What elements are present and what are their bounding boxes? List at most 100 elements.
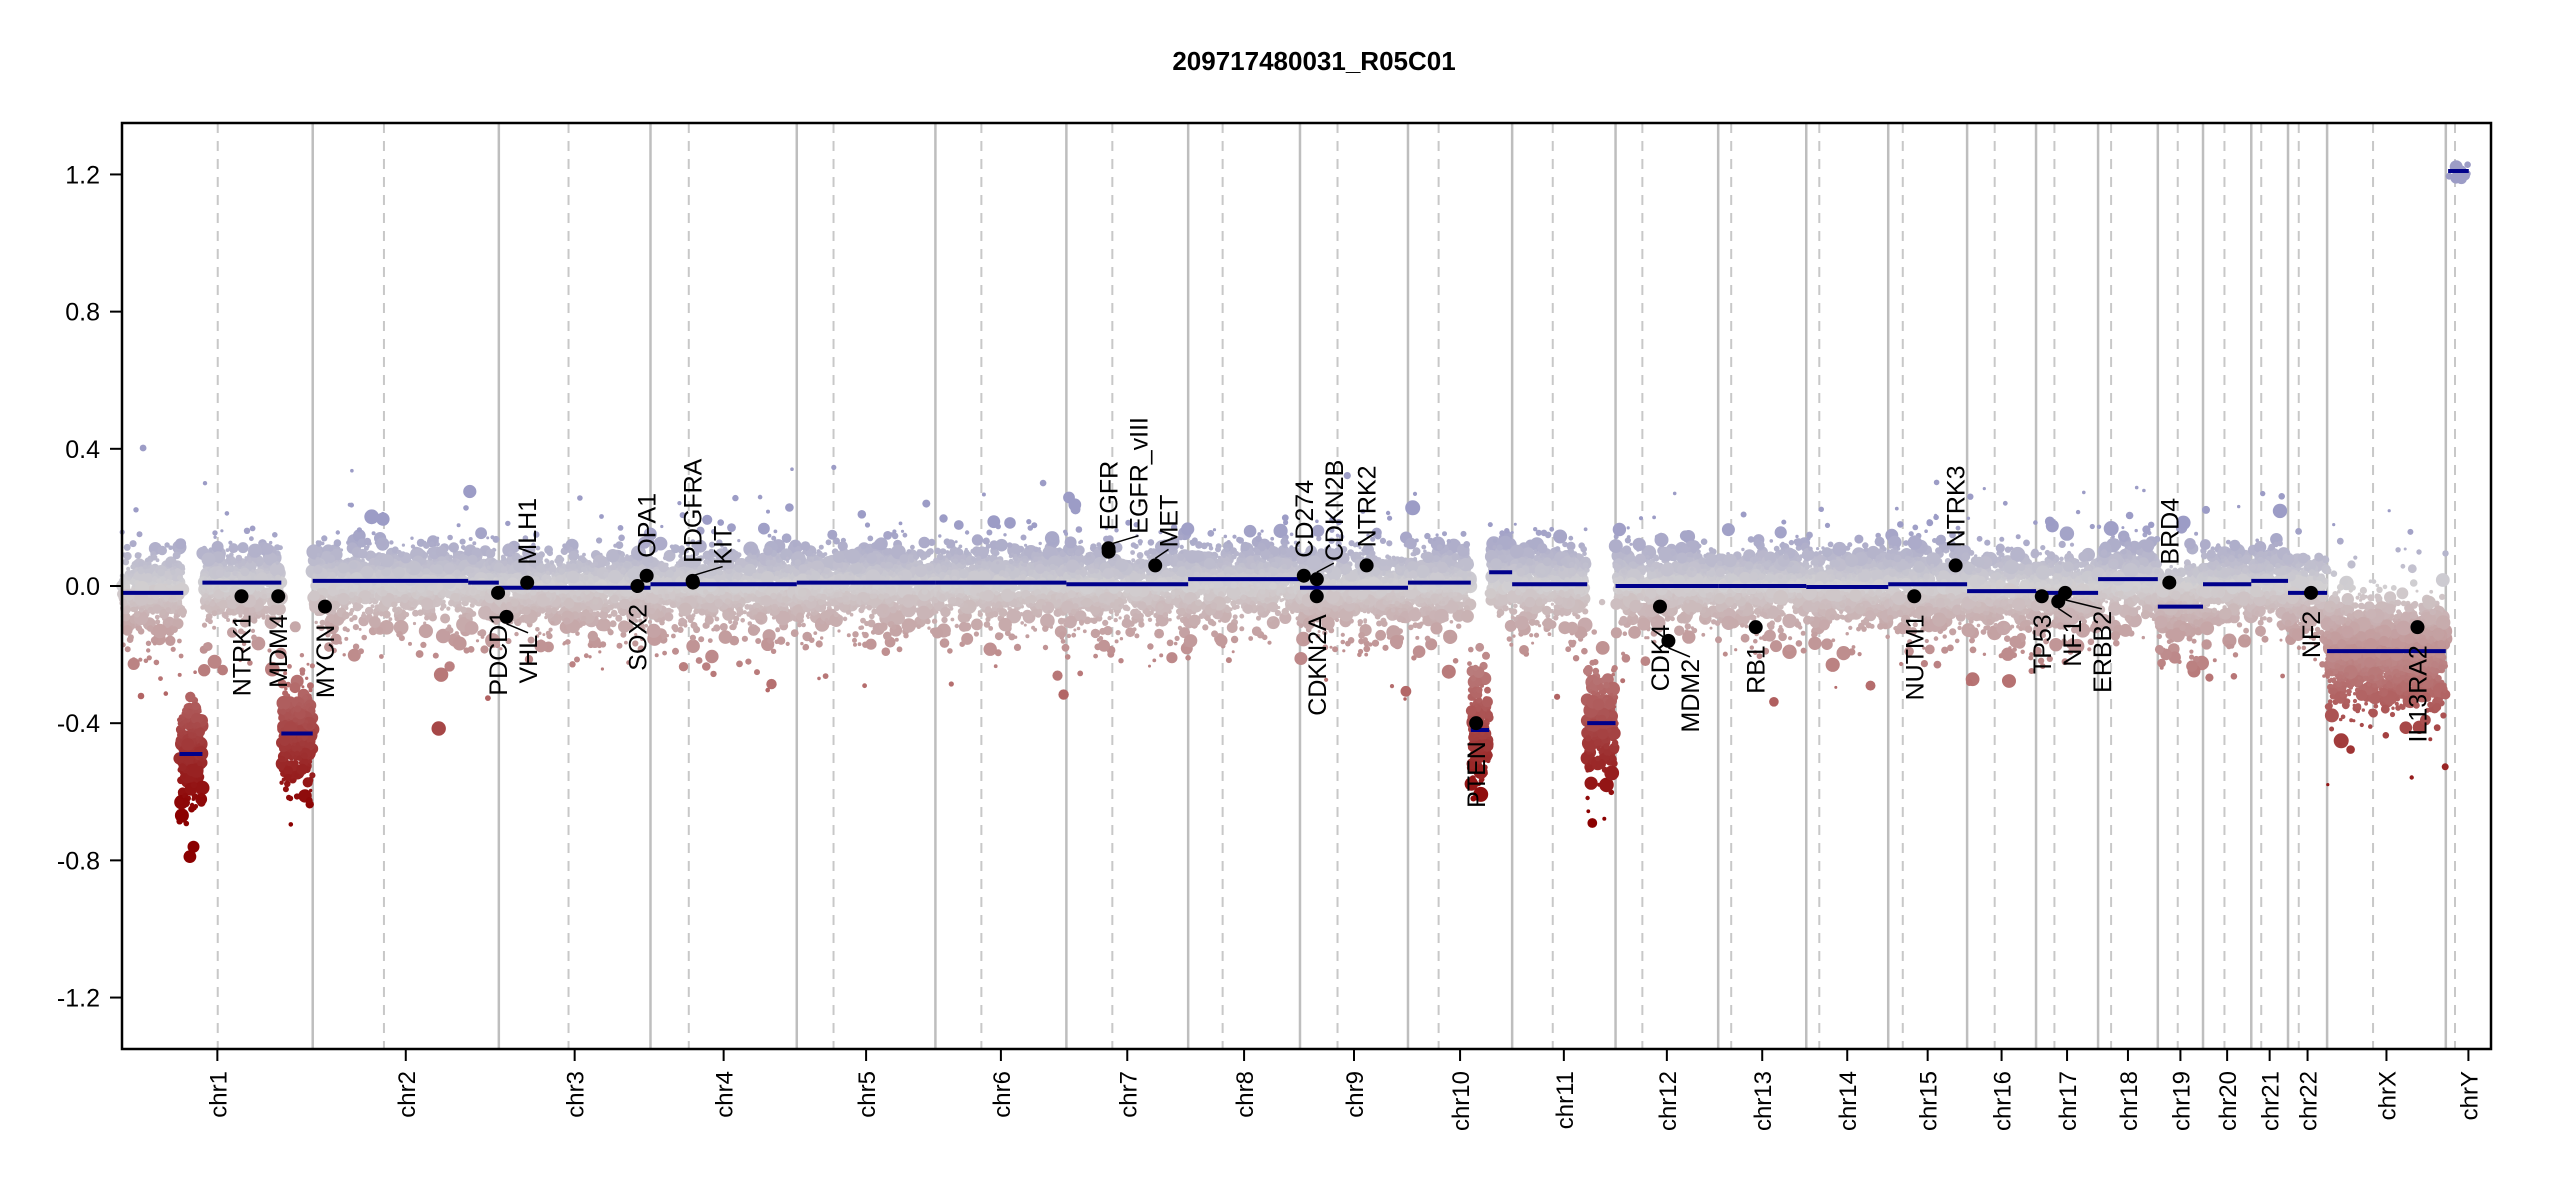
probe-point [605,565,611,570]
probe-point [505,520,511,527]
probe-point [145,620,152,627]
probe-point [479,590,486,597]
probe-point [607,604,613,610]
probe-point [576,596,582,602]
probe-point [378,611,384,617]
probe-point [616,590,620,595]
probe-point [177,638,182,644]
probe-point [248,606,256,614]
probe-point [275,561,280,565]
probe-point [432,551,436,556]
probe-point [191,710,195,714]
probe-point [424,615,430,621]
probe-point [558,568,566,575]
probe-point [456,523,461,528]
probe-point [374,541,379,545]
probe-point [561,596,566,601]
probe-point [165,607,171,613]
probe-point [439,589,446,597]
probe-point [723,610,730,617]
probe-point [695,657,703,664]
probe-point [173,562,178,567]
probe-point [443,562,455,575]
probe-point [160,609,166,616]
probe-point [163,594,167,598]
probe-point [547,645,551,649]
probe-point [391,601,398,608]
probe-point [606,549,620,563]
probe-point [587,561,592,565]
probe-point [432,652,439,659]
probe-point [122,558,130,566]
probe-point [572,594,577,599]
probe-point [589,643,594,648]
probe-point [147,561,152,566]
probe-point [527,570,532,576]
probe-point [598,582,603,587]
probe-point [760,555,767,561]
probe-point [473,599,478,604]
probe-point [272,532,278,538]
probe-point [544,558,549,563]
probe-point [307,759,313,764]
probe-point [164,603,169,608]
probe-point [530,595,536,601]
probe-point [172,597,176,602]
probe-point [352,624,359,631]
probe-point [361,611,366,615]
probe-point [179,814,188,823]
probe-point [299,740,306,747]
probe-point [705,649,719,664]
probe-point [124,555,130,561]
probe-point [123,543,131,551]
probe-point [618,534,625,542]
probe-point [467,646,475,653]
probe-point [130,569,135,574]
probe-point [179,732,184,736]
probe-point [220,529,224,533]
probe-point [551,571,555,576]
probe-point [382,610,391,619]
probe-point [182,719,187,724]
probe-point [305,797,313,804]
probe-point [545,570,550,576]
probe-point [574,656,580,663]
probe-point [500,566,508,573]
probe-point [147,606,154,614]
probe-point [315,558,321,565]
probe-point [420,558,426,564]
probe-point [279,708,287,715]
probe-point [375,571,382,578]
probe-point [565,563,571,569]
probe-point [212,530,218,536]
probe-point [732,494,739,502]
probe-point [307,545,323,560]
probe-point [206,613,210,617]
probe-point [158,676,163,681]
probe-point [306,777,314,784]
probe-point [566,570,580,584]
probe-point [426,590,432,596]
probe-point [327,614,335,622]
probe-point [177,551,181,556]
probe-point [152,604,162,614]
probe-point [447,534,453,541]
probe-point [459,606,467,613]
probe-point [380,540,386,547]
probe-point [410,544,416,549]
probe-point [358,627,362,631]
probe-point [138,560,144,567]
probe-point [546,592,552,598]
probe-point [746,611,752,617]
probe-point [412,621,417,626]
probe-point [344,606,349,610]
probe-point [512,606,517,611]
probe-point [713,624,721,632]
probe-point [393,566,405,579]
probe-point [279,736,290,747]
probe-point [174,548,178,552]
probe-point [301,752,308,759]
probe-point [168,575,173,580]
probe-point [587,630,598,642]
